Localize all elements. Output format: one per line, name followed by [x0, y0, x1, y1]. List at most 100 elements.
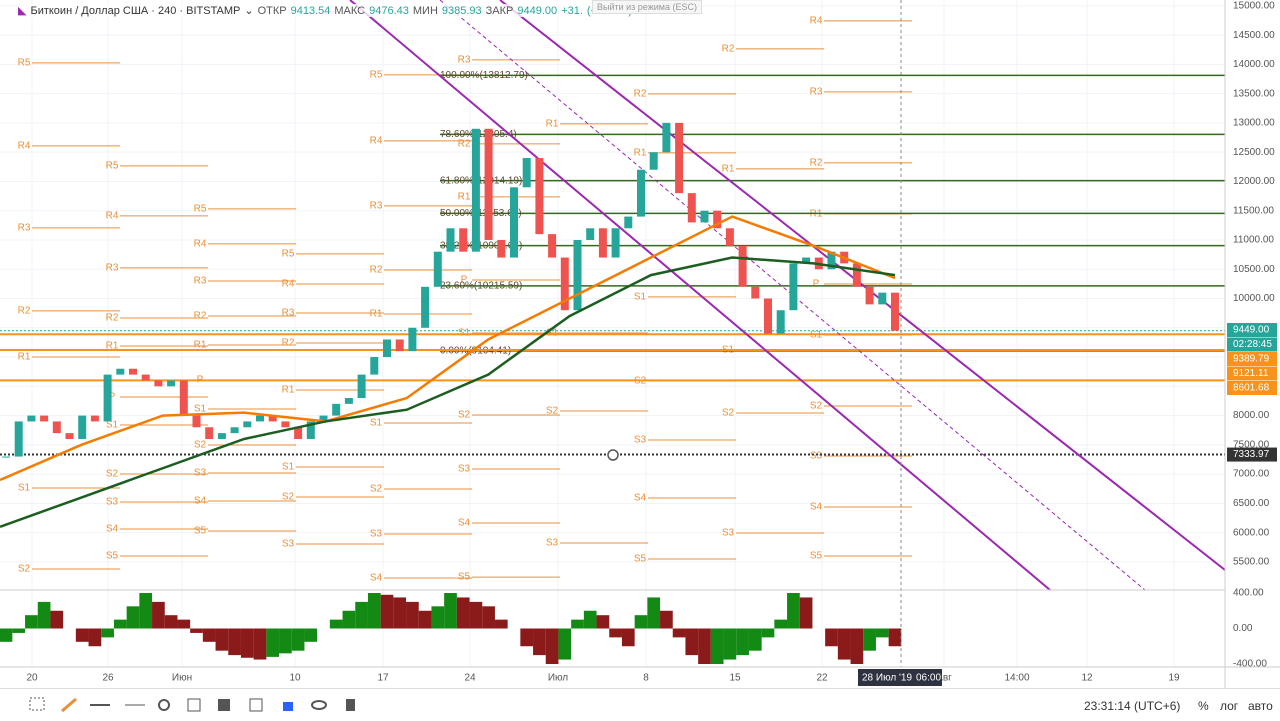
auto-toggle[interactable]: авто	[1248, 699, 1273, 713]
candle	[573, 239, 582, 311]
log-toggle[interactable]: лог	[1220, 699, 1239, 713]
osc-bar	[113, 619, 127, 629]
osc-bar	[25, 615, 38, 629]
select-tool[interactable]	[29, 697, 45, 711]
pivot-label: S2	[546, 406, 559, 417]
lock[interactable]	[283, 702, 293, 711]
candle	[192, 415, 201, 428]
x-tick-label: 8	[643, 673, 649, 684]
pivot-label: S2	[194, 440, 207, 451]
x-tick-label: Авг	[936, 673, 952, 684]
pivot-label: R1	[370, 309, 383, 320]
osc-bar	[393, 597, 407, 629]
delete[interactable]	[346, 699, 355, 711]
price-tag-label: 9121.11	[1233, 368, 1269, 379]
candle	[103, 374, 112, 422]
caret[interactable]: ⌄	[244, 5, 254, 17]
osc-bar	[875, 628, 889, 638]
osc-bar	[520, 628, 534, 647]
x-tick-label: 19	[1168, 673, 1180, 684]
toolbar: 23:31:14 (UTC+6) % лог авто	[0, 688, 1280, 721]
y-tick-label: 6500.00	[1233, 498, 1270, 509]
pivot-label: S4	[810, 502, 823, 513]
cursor	[607, 449, 619, 461]
hide[interactable]	[218, 699, 230, 711]
cursor-time-box	[858, 669, 942, 686]
pivot-label: S2	[106, 469, 119, 480]
fib-label: 50.00%(11453.60)	[440, 208, 522, 219]
pivot-label: R2	[634, 89, 647, 100]
candle	[446, 228, 455, 252]
y-tick-label: 10500.00	[1233, 264, 1275, 275]
osc-bar	[304, 628, 318, 642]
osc-bar	[406, 601, 419, 629]
fib-label: 100.00%(13812.79)	[440, 70, 528, 81]
candle	[65, 433, 74, 439]
pivot-label: R3	[106, 263, 119, 274]
osc-bar	[101, 628, 114, 638]
candle	[713, 210, 722, 229]
pivot-label: S3	[722, 528, 735, 539]
fib-label: 23.60%(10215.59)	[440, 281, 522, 292]
osc-bar	[837, 628, 851, 660]
moving-average	[0, 215, 896, 482]
candle	[459, 228, 468, 252]
change: +31.	[561, 4, 583, 17]
y-tick-label: 15000.00	[1233, 0, 1275, 11]
candle	[471, 128, 480, 252]
pivot-label: R2	[106, 313, 119, 324]
cursor-time: 28 Июл '19	[862, 673, 912, 684]
osc-bar	[748, 628, 762, 651]
y-tick-label: 5500.00	[1233, 557, 1270, 568]
osc-bar	[545, 628, 559, 664]
candle	[421, 286, 430, 328]
pivot-label: R2	[194, 311, 207, 322]
icon: ◣	[18, 5, 27, 17]
pivot-label: R2	[458, 139, 471, 150]
osc-bar	[126, 606, 140, 629]
osc-bar	[621, 628, 635, 647]
settings[interactable]	[158, 699, 170, 711]
candle	[751, 286, 760, 299]
pivot-label: R1	[458, 192, 471, 203]
candle	[281, 421, 290, 428]
price-tag	[1227, 337, 1277, 352]
candle	[205, 427, 214, 439]
y-tick-label: 12000.00	[1233, 176, 1275, 187]
pivot-label: S5	[106, 551, 119, 562]
osc-tick-label: 400.00	[1233, 588, 1264, 599]
copy[interactable]	[249, 698, 263, 712]
candle	[611, 228, 620, 258]
osc-bar	[342, 610, 356, 629]
fib-label: 38.20%(10903.01)	[440, 240, 522, 251]
pivot-label: R1	[106, 341, 119, 352]
y-tick-label: 11000.00	[1233, 235, 1274, 246]
osc-bar	[761, 628, 775, 638]
percent-toggle[interactable]: %	[1198, 699, 1209, 713]
pivot-label: S4	[458, 518, 471, 529]
candle	[319, 415, 328, 422]
brush-tool[interactable]	[61, 697, 77, 713]
pivot-label: R2	[722, 44, 735, 55]
price-tag	[1227, 447, 1277, 462]
y-tick-label: 13500.00	[1233, 88, 1275, 99]
pivot-label: S2	[282, 492, 295, 503]
osc-bar	[88, 628, 102, 647]
price-tag-label: 9449.00	[1233, 325, 1270, 336]
osc-bar	[723, 628, 737, 660]
candle	[510, 187, 518, 258]
symbol[interactable]: Биткоин / Доллар США · 240 · BITSTAMP	[30, 4, 241, 17]
pivot-label: R5	[282, 249, 295, 260]
visibility[interactable]	[311, 700, 327, 710]
pivot-label: R3	[370, 201, 383, 212]
clone[interactable]	[187, 698, 201, 712]
tooltip: Выйти из режима (ESC)	[592, 0, 702, 14]
osc-bar	[660, 610, 673, 629]
x-tick-label: 26	[102, 673, 114, 684]
open-label: ОТКР	[257, 4, 287, 17]
osc-bar	[710, 628, 724, 664]
price-tag	[1227, 366, 1277, 381]
candle	[90, 415, 99, 422]
osc-bar	[596, 615, 610, 629]
